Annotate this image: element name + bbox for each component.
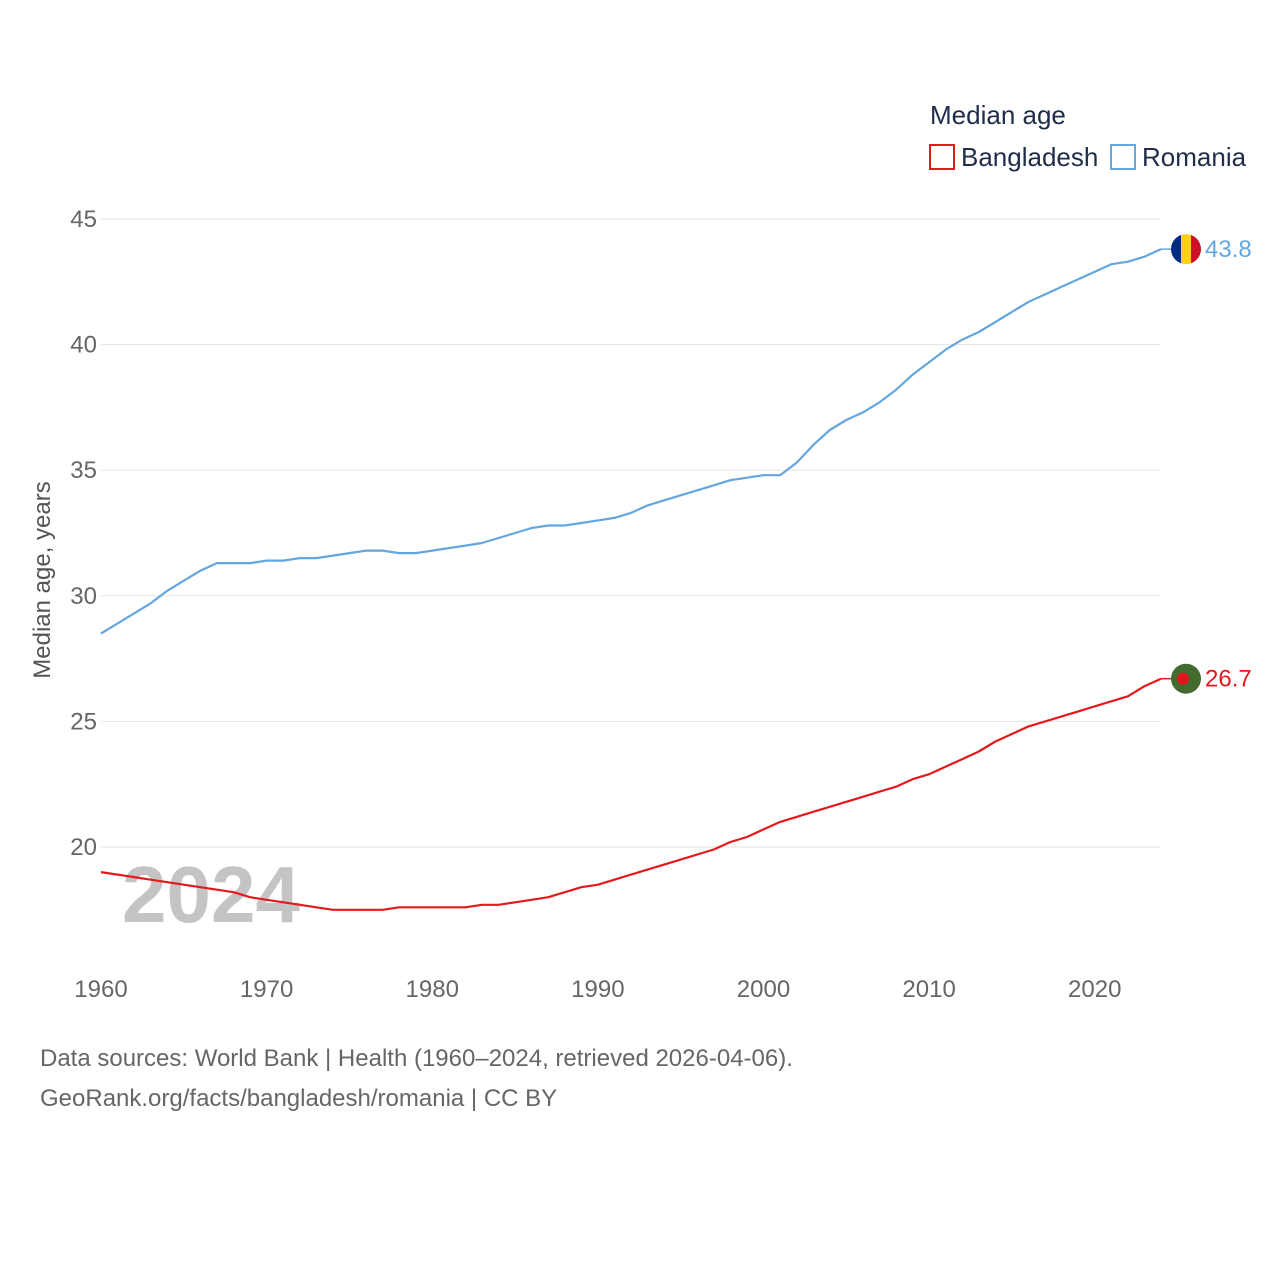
- x-tick-label-1980: 1980: [406, 976, 459, 1003]
- y-tick-label-35: 35: [70, 457, 97, 484]
- y-tick-label-20: 20: [70, 834, 97, 861]
- legend-swatch-bangladesh[interactable]: [929, 144, 955, 170]
- x-tick-label-2000: 2000: [737, 976, 790, 1003]
- legend-title: Median age: [930, 100, 1066, 130]
- legend-label-bangladesh[interactable]: Bangladesh: [961, 142, 1098, 172]
- series-lines: [100, 248, 1162, 911]
- series-line-romania[interactable]: [100, 248, 1162, 635]
- legend: Median age Bangladesh Romania: [929, 100, 1247, 172]
- grid-lines: [101, 218, 1161, 848]
- x-tick-label-2010: 2010: [902, 976, 955, 1003]
- end-label-romania: 43.8: [1205, 236, 1252, 263]
- y-tick-label-40: 40: [70, 332, 97, 359]
- y-tick-label-30: 30: [70, 583, 97, 610]
- y-tick-label-45: 45: [70, 206, 97, 233]
- x-tick-label-1960: 1960: [74, 976, 127, 1003]
- y-tick-label-25: 25: [70, 708, 97, 735]
- flag-marker-romania: [1171, 234, 1201, 265]
- legend-label-romania[interactable]: Romania: [1142, 142, 1247, 172]
- footer-sources: Data sources: World Bank | Health (1960–…: [40, 1045, 793, 1072]
- footer-attribution: GeoRank.org/facts/bangladesh/romania | C…: [40, 1085, 558, 1112]
- x-tick-label-2020: 2020: [1068, 976, 1121, 1003]
- x-tick-label-1970: 1970: [240, 976, 293, 1003]
- flag-marker-bangladesh: [1171, 663, 1201, 694]
- legend-swatch-romania[interactable]: [1110, 144, 1136, 170]
- series-endpoints: 26.7 43.8: [1161, 234, 1252, 694]
- x-axis-ticks: 1960 1970 1980 1990 2000 2010 2020: [74, 976, 1121, 1003]
- y-axis-title: Median age, years: [29, 481, 56, 678]
- end-label-bangladesh: 26.7: [1205, 666, 1252, 693]
- series-line-bangladesh[interactable]: [100, 677, 1162, 911]
- y-axis-ticks: 20 25 30 35 40 45: [70, 206, 97, 861]
- year-watermark: 2024: [122, 850, 300, 939]
- x-tick-label-1990: 1990: [571, 976, 624, 1003]
